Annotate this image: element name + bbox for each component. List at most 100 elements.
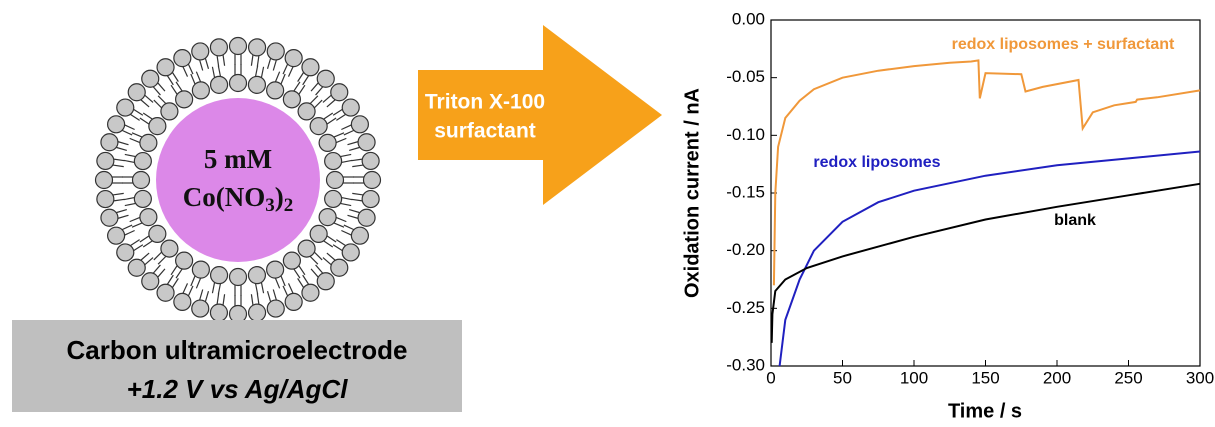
lipid-tail — [326, 252, 336, 261]
lipid-tail — [124, 124, 135, 131]
lipid-head — [133, 151, 152, 171]
lipid-tail — [204, 58, 210, 69]
lipid-tail — [139, 117, 150, 125]
lipid-head — [107, 115, 126, 134]
lipid-tail — [199, 59, 204, 71]
chart: Time / s Oxidation current / nA 0 50 100 15… — [681, 9, 1214, 422]
liposome — [94, 36, 382, 324]
lipid-tail — [343, 129, 355, 136]
lipid-head — [175, 90, 194, 109]
lipid-tail — [326, 99, 336, 108]
lipid-tail — [274, 277, 281, 289]
lipid-tail — [133, 244, 144, 252]
series-line — [778, 150, 1201, 367]
lipid-tail — [309, 255, 319, 265]
potential-label: +1.2 V vs Ag/AgCl — [127, 374, 349, 404]
lipid-tail — [341, 229, 352, 236]
lipid-head — [139, 133, 158, 152]
formula-sub: 3 — [265, 195, 275, 216]
lipid-head — [148, 117, 167, 136]
lipid-tail — [131, 222, 143, 228]
series-line — [772, 59, 1201, 286]
lipid-tail — [195, 277, 202, 289]
lipid-head — [148, 224, 167, 243]
lipid-tail — [199, 289, 204, 301]
lipid-tail — [347, 214, 359, 219]
series-label: redox liposomes + surfactant — [952, 36, 1175, 53]
lipid-tail — [298, 265, 306, 276]
lipid-head — [209, 266, 229, 285]
lipid-tail — [211, 282, 216, 294]
lipid-tail — [341, 124, 352, 131]
lipid-tail — [129, 216, 141, 223]
lipid-head — [325, 170, 345, 190]
lipid-tail — [140, 99, 150, 108]
lipid-tail — [152, 86, 161, 96]
lipid-head — [94, 170, 114, 190]
lipid-tail — [123, 196, 135, 201]
lipid-head — [160, 102, 179, 121]
lipid-head — [324, 151, 343, 171]
x-tick-label: 250 — [1114, 368, 1142, 387]
series-line — [770, 182, 1201, 343]
lipid-tail — [133, 108, 144, 116]
lipid-head — [100, 208, 119, 227]
lipid-head — [191, 42, 210, 61]
lipid-tail — [170, 84, 178, 95]
lipid-tail — [282, 63, 289, 75]
lipid-tail — [322, 94, 332, 103]
lipid-tail — [117, 141, 129, 146]
lipid-tail — [117, 214, 129, 219]
lipid-tail — [310, 268, 319, 278]
lipid-tail — [116, 208, 127, 214]
lipid-tail — [336, 113, 346, 121]
lipid-tail — [142, 240, 153, 248]
lipid-head — [341, 98, 360, 117]
lipid-tail — [341, 196, 353, 201]
lipid-tail — [142, 112, 153, 120]
lipid-tail — [216, 293, 220, 305]
x-tick-label: 50 — [833, 368, 852, 387]
lipid-tail — [157, 268, 166, 278]
y-tick-label: -0.10 — [726, 125, 765, 144]
lipid-tail — [287, 66, 294, 77]
lipid-tail — [287, 283, 294, 294]
lipid-tail — [349, 208, 360, 214]
lipid-tail — [351, 158, 363, 162]
lipid-head — [297, 239, 316, 258]
lipid-tail — [323, 112, 334, 120]
lipid-tail — [335, 137, 347, 144]
lipid-head — [330, 83, 349, 102]
y-tick-label: -0.15 — [726, 182, 765, 201]
lipid-tail — [222, 294, 226, 306]
lipid-head — [96, 151, 115, 171]
lipid-head — [127, 258, 146, 277]
arrow-label: Triton X-100 — [425, 91, 545, 114]
lipid-tail — [282, 285, 289, 297]
x-tick-label: 100 — [900, 368, 928, 387]
lipid-head — [362, 170, 382, 190]
lipid-tail — [152, 264, 161, 274]
lipid-head — [361, 189, 380, 209]
lipid-head — [156, 283, 175, 302]
core-text: 5 mM — [204, 144, 272, 174]
lipid-tail — [351, 198, 363, 202]
lipid-tail — [343, 224, 355, 231]
lipid-tail — [272, 289, 277, 301]
lipid-tail — [216, 55, 220, 67]
series-label: redox liposomes — [813, 154, 940, 171]
lipid-tail — [313, 99, 323, 109]
lipid-head — [316, 272, 335, 291]
lipid-head — [173, 292, 192, 311]
lipid-tail — [302, 75, 310, 86]
arrow-label: surfactant — [434, 120, 536, 143]
lipid-tail — [153, 99, 163, 109]
lipid-tail — [204, 291, 210, 302]
lipid-tail — [157, 95, 167, 105]
lipid-tail — [280, 73, 286, 85]
lipid-tail — [124, 202, 136, 207]
lipid-tail — [124, 153, 136, 158]
lipid-tail — [315, 86, 324, 96]
lipid-tail — [140, 252, 150, 261]
lipid-head — [209, 303, 229, 322]
